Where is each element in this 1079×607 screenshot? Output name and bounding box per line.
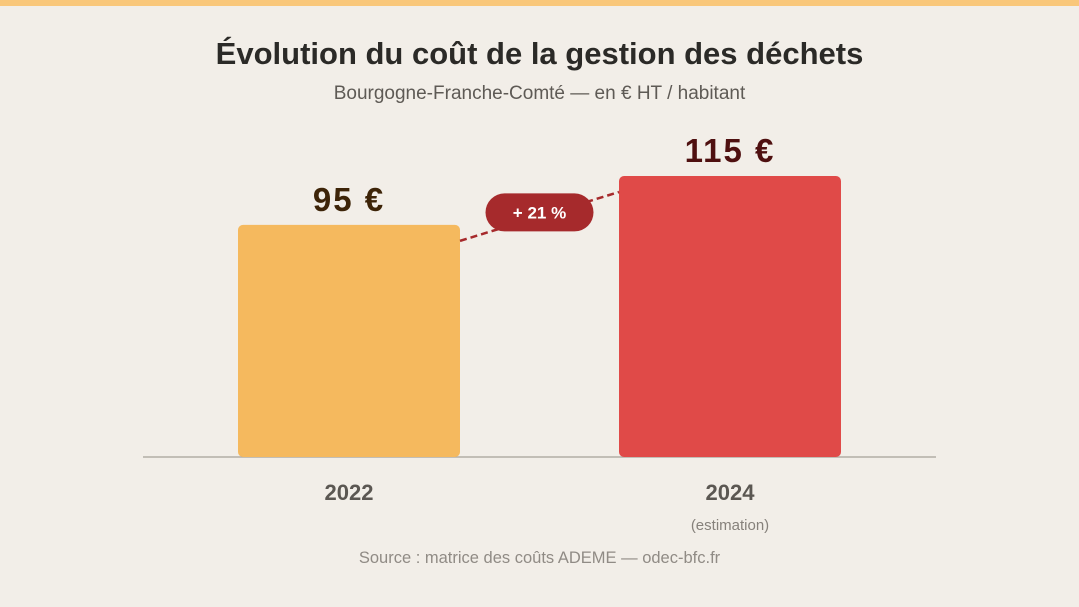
category-note-2024: (estimation) (691, 517, 769, 534)
top-accent-stripe (0, 0, 1079, 6)
change-badge-label: + 21 % (513, 203, 566, 222)
source-note: Source : matrice des coûts ADEME — odec-… (358, 549, 721, 567)
chart-subtitle: Bourgogne-Franche-Comté — en € HT / habi… (333, 83, 746, 104)
bar-2022 (238, 224, 460, 457)
category-label-2022: 2022 (325, 480, 374, 505)
value-label-2024: 115 € (685, 132, 776, 169)
bar-2024 (619, 176, 841, 457)
change-badge (485, 193, 594, 232)
category-label-2024: 2024 (706, 480, 756, 505)
value-label-2022: 95 € (313, 181, 385, 218)
chart-title: Évolution du coût de la gestion des déch… (215, 36, 864, 71)
